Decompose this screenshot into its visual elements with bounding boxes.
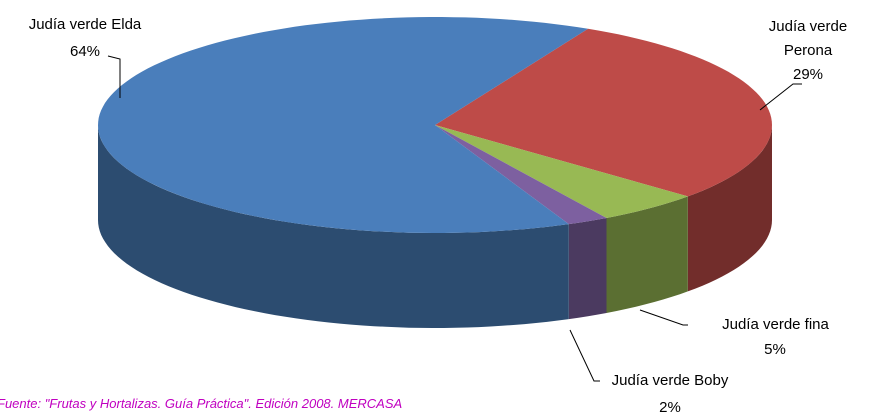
slice-label: Judía verde Perona <box>768 18 848 59</box>
slice-label: Judía verde Boby <box>611 372 729 389</box>
slice <box>435 28 772 197</box>
leader-line <box>107 55 121 98</box>
slice-side <box>568 218 607 320</box>
slice-side <box>98 125 569 328</box>
slice-label: Judía verde Elda <box>28 16 142 33</box>
slice-value-label: 29% <box>792 66 824 83</box>
slice <box>435 125 607 225</box>
slice-side <box>687 125 772 292</box>
source-note: Fuente: "Frutas y Hortalizas. Guía Práct… <box>0 396 403 411</box>
slice-value-label: 2% <box>659 399 681 416</box>
slice-side <box>606 196 688 313</box>
slice-value-label: 64% <box>69 43 101 60</box>
slice <box>98 17 588 233</box>
slice <box>435 125 688 218</box>
slice-value-label: 5% <box>764 341 786 358</box>
leader-line <box>569 329 600 382</box>
slice-label: Judía verde fina <box>722 316 829 333</box>
leader-line <box>759 83 802 111</box>
leader-line <box>639 309 688 326</box>
